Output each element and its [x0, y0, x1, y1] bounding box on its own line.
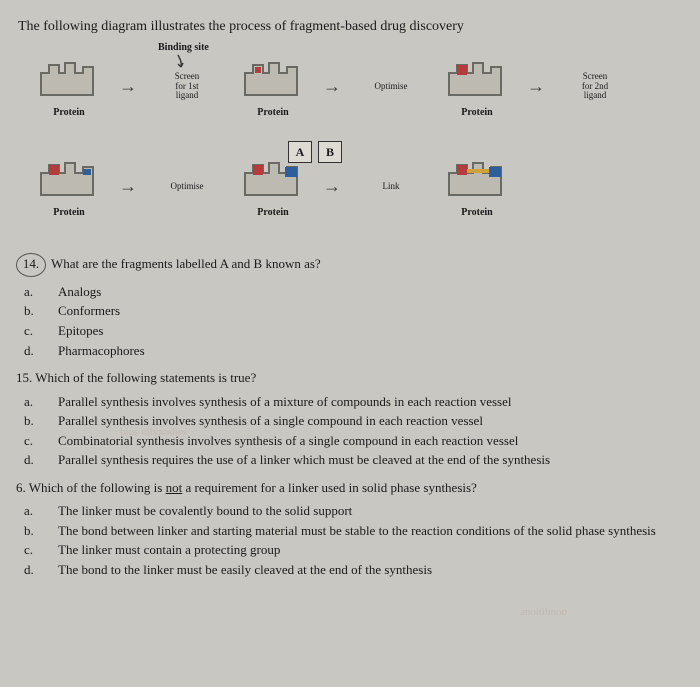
q14-opt-c: c.Epitopes: [42, 322, 686, 340]
protein-2a: Protein: [30, 155, 108, 218]
q14-options: a.Analogs b.Conformers c.Epitopes d.Phar…: [42, 283, 686, 359]
arrow-icon: →: [524, 74, 548, 98]
protein-1a: Protein: [30, 55, 108, 118]
optimise-2-label: Optimise: [148, 182, 226, 191]
ghost-text: anoitibnoo: [520, 605, 567, 620]
underlined-not: not: [166, 480, 183, 495]
q15-opt-c: c.Combinatorial synthesis involves synth…: [42, 432, 686, 450]
protein-1a-label: Protein: [30, 107, 108, 118]
protein-1b: Protein: [234, 55, 312, 118]
question-14: 14. What are the fragments labelled A an…: [14, 253, 686, 359]
protein-2b: Protein: [234, 155, 312, 218]
diagram-row-2: Protein → Optimise Protein → Link Protei…: [30, 155, 670, 218]
q16-opt-c: c.The linker must contain a protecting g…: [42, 541, 686, 559]
q15-opt-a: a.Parallel synthesis involves synthesis …: [42, 393, 686, 411]
arrow-icon: →: [116, 174, 140, 198]
protein-1c: Protein: [438, 55, 516, 118]
q16-opt-b: b.The bond between linker and starting m…: [42, 522, 686, 540]
arrow-icon: →: [320, 174, 344, 198]
link-label: Link: [352, 182, 430, 191]
q15-number: 15.: [16, 370, 32, 385]
optimise-1-label: Optimise: [352, 82, 430, 91]
q16-number: 6.: [16, 480, 26, 495]
diagram-region: Binding site Protein → Screen for 1st li…: [30, 45, 670, 245]
q14-stem: What are the fragments labelled A and B …: [51, 256, 321, 271]
q15-stem: Which of the following statements is tru…: [35, 370, 256, 385]
q16-opt-d: d.The bond to the linker must be easily …: [42, 561, 686, 579]
screen-2nd-label: Screen for 2nd ligand: [556, 72, 634, 100]
protein-2a-label: Protein: [30, 207, 108, 218]
q14-opt-a: a.Analogs: [42, 283, 686, 301]
q14-opt-b: b.Conformers: [42, 302, 686, 320]
q16-options: a.The linker must be covalently bound to…: [42, 502, 686, 578]
q16-opt-a: a.The linker must be covalently bound to…: [42, 502, 686, 520]
arrow-icon: →: [116, 74, 140, 98]
q15-options: a.Parallel synthesis involves synthesis …: [42, 393, 686, 469]
protein-2b-label: Protein: [234, 207, 312, 218]
q14-number: 14.: [16, 253, 46, 277]
screen-1st-label: Screen for 1st ligand: [148, 72, 226, 100]
diagram-row-1: Protein → Screen for 1st ligand Protein …: [30, 55, 670, 118]
protein-2c: Protein: [438, 155, 516, 218]
protein-1b-label: Protein: [234, 107, 312, 118]
q14-opt-d: d.Pharmacophores: [42, 342, 686, 360]
protein-1c-label: Protein: [438, 107, 516, 118]
protein-2c-label: Protein: [438, 207, 516, 218]
q15-opt-d: d.Parallel synthesis requires the use of…: [42, 451, 686, 469]
question-16: 6. Which of the following is not a requi…: [14, 479, 686, 579]
page-title: The following diagram illustrates the pr…: [18, 18, 686, 37]
question-15: 15. Which of the following statements is…: [14, 369, 686, 469]
q15-opt-b: b.Parallel synthesis involves synthesis …: [42, 412, 686, 430]
arrow-icon: →: [320, 74, 344, 98]
